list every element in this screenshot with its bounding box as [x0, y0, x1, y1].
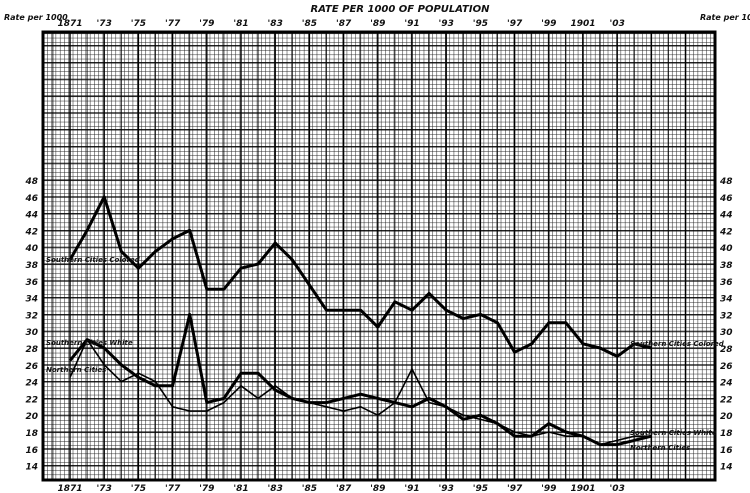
y-tick-label-right: 18: [720, 429, 733, 439]
y-tick-label-left: 20: [25, 412, 38, 422]
x-tick-label-bottom: '79: [199, 484, 214, 493]
x-tick-label-top: '83: [268, 19, 283, 29]
x-tick-label-bottom: '93: [439, 484, 454, 493]
series-label: Northern Cities: [46, 366, 106, 374]
y-tick-label-right: 28: [720, 345, 733, 355]
x-tick-label-bottom: '77: [165, 484, 181, 493]
y-tick-label-right: 36: [720, 278, 733, 288]
y-tick-label-left: 46: [24, 194, 38, 204]
x-tick-label-bottom: '99: [541, 484, 556, 493]
y-tick-label-right: 32: [720, 311, 733, 321]
x-tick-label-bottom: '03: [610, 484, 625, 493]
chart-title: RATE PER 1000 OF POPULATION: [311, 4, 491, 15]
x-tick-label-top: '97: [507, 19, 523, 29]
x-tick-label-bottom: 1871: [57, 484, 82, 493]
y-tick-label-left: 40: [24, 244, 38, 254]
y-tick-label-right: 46: [719, 194, 733, 204]
series-label-right: Northern Cities: [630, 444, 690, 452]
y-tick-label-right: 14: [720, 463, 733, 473]
x-tick-label-bottom: 1901: [570, 484, 595, 493]
x-tick-label-top: '03: [610, 19, 625, 29]
y-tick-label-left: 22: [25, 395, 38, 405]
series-label-right: Southern Cities Colored: [630, 340, 725, 348]
y-tick-label-left: 44: [24, 211, 38, 221]
y-tick-label-right: 30: [720, 328, 733, 338]
x-tick-label-top: '77: [165, 19, 181, 29]
x-tick-label-bottom: '91: [404, 484, 419, 493]
y-tick-label-right: 48: [719, 177, 733, 187]
x-tick-label-top: '79: [199, 19, 214, 29]
series-label-right: Southern Cities White: [630, 429, 717, 437]
y-tick-label-right: 34: [720, 295, 733, 305]
y-tick-label-left: 38: [25, 261, 38, 271]
y-tick-label-left: 36: [25, 278, 38, 288]
y-axis-label-right: Rate per 1000: [700, 13, 750, 22]
x-tick-label-top: '93: [439, 19, 454, 29]
x-tick-label-top: '81: [233, 19, 248, 29]
series-label: Southern Cities Colored: [46, 256, 141, 264]
y-tick-label-left: 14: [25, 463, 38, 473]
x-tick-label-top: '91: [404, 19, 419, 29]
x-tick-label-bottom: '89: [370, 484, 385, 493]
series-lines: [68, 195, 652, 447]
y-tick-label-right: 40: [719, 244, 733, 254]
y-tick-label-left: 18: [25, 429, 38, 439]
x-tick-label-bottom: '81: [233, 484, 248, 493]
y-axis-label-left: Rate per 1000: [4, 13, 68, 22]
x-tick-label-bottom: '75: [131, 484, 146, 493]
major-gridlines: [44, 33, 714, 479]
y-tick-label-right: 42: [719, 227, 733, 237]
series-label: Southern Cities White: [46, 339, 133, 347]
y-tick-label-right: 22: [720, 395, 733, 405]
y-tick-label-right: 16: [720, 446, 733, 456]
y-tick-label-right: 26: [720, 362, 733, 372]
tick-labels: 1871 1871 '73 '73 '75 '75 '77 '77 '79 '79 '81 '81 '8…: [24, 19, 732, 493]
x-tick-label-top: '75: [131, 19, 146, 29]
x-tick-label-top: '87: [336, 19, 352, 29]
x-tick-label-top: '73: [97, 19, 112, 29]
y-tick-label-right: 44: [719, 211, 733, 221]
y-tick-label-right: 20: [720, 412, 733, 422]
x-tick-label-bottom: '83: [268, 484, 283, 493]
x-tick-label-top: '85: [302, 19, 317, 29]
x-tick-label-top: 1871: [57, 19, 82, 29]
plot-area: [41, 30, 717, 482]
y-tick-label-left: 48: [24, 177, 38, 187]
x-tick-label-top: '95: [473, 19, 488, 29]
series-labels: Southern Cities Colored Southern Cities C…: [46, 256, 725, 452]
y-tick-label-left: 24: [25, 379, 38, 389]
y-tick-label-right: 38: [720, 261, 733, 271]
y-tick-label-left: 28: [25, 345, 38, 355]
x-tick-label-bottom: '97: [507, 484, 523, 493]
y-tick-label-left: 34: [25, 295, 38, 305]
y-tick-label-left: 30: [25, 328, 38, 338]
x-tick-label-bottom: '87: [336, 484, 352, 493]
y-tick-label-left: 42: [24, 227, 38, 237]
x-tick-label-top: 1901: [570, 19, 595, 29]
y-tick-label-left: 16: [25, 446, 38, 456]
x-tick-label-bottom: '85: [302, 484, 317, 493]
y-tick-label-right: 24: [720, 379, 733, 389]
y-tick-label-left: 26: [25, 362, 38, 372]
x-tick-label-top: '89: [370, 19, 385, 29]
x-tick-label-bottom: '95: [473, 484, 488, 493]
x-tick-label-bottom: '73: [97, 484, 112, 493]
x-tick-label-top: '99: [541, 19, 556, 29]
y-tick-label-left: 32: [25, 311, 38, 321]
